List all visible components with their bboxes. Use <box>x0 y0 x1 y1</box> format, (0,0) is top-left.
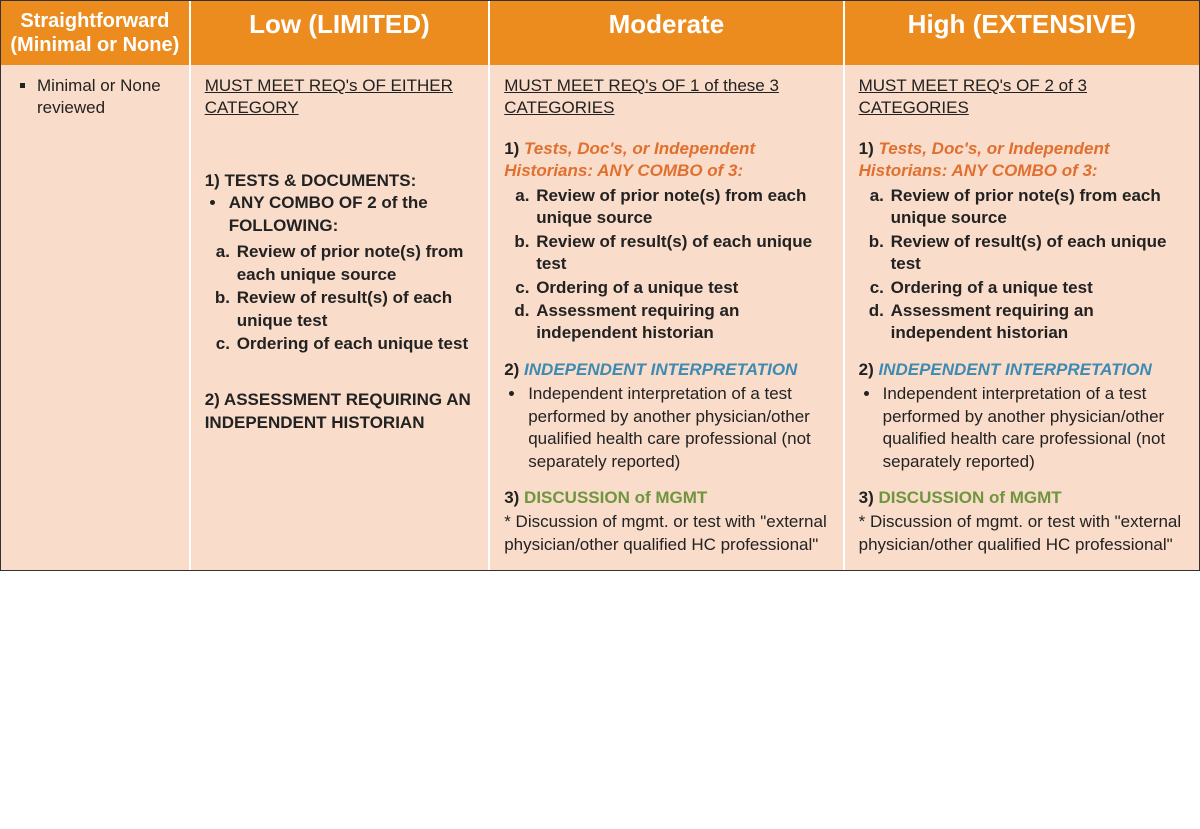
sec-number: 3) <box>504 488 524 507</box>
table-body-row: Minimal or None reviewed MUST MEET REQ's… <box>1 65 1199 570</box>
sec-number: 1) <box>859 139 879 158</box>
sec-number: 1) <box>504 139 524 158</box>
cell-low: MUST MEET REQ's OF EITHER CATEGORY 1) TE… <box>191 65 491 570</box>
list-item: Review of prior note(s) from each unique… <box>235 241 475 286</box>
high-sec3-text: * Discussion of mgmt. or test with "exte… <box>859 511 1185 556</box>
list-item: Assessment requiring an independent hist… <box>889 300 1185 345</box>
cell-straightforward: Minimal or None reviewed <box>1 65 191 570</box>
sec-number: 2) <box>504 360 524 379</box>
moderate-req-heading: MUST MEET REQ's OF 1 of these 3 CATEGORI… <box>504 75 828 120</box>
low-sec2-title: 2) ASSESSMENT REQUIRING AN INDEPENDENT H… <box>205 389 475 434</box>
comparison-table: Straightforward (Minimal or None) Low (L… <box>0 0 1200 571</box>
list-item: Review of prior note(s) from each unique… <box>534 185 828 230</box>
straightforward-bullet: Minimal or None reviewed <box>37 75 175 120</box>
high-sec1-items: Review of prior note(s) from each unique… <box>859 185 1185 345</box>
sec-number: 3) <box>859 488 879 507</box>
high-sec1-heading: 1) Tests, Doc's, or Independent Historia… <box>859 138 1185 183</box>
straightforward-list: Minimal or None reviewed <box>15 75 175 120</box>
list-item: Review of result(s) of each unique test <box>534 231 828 276</box>
sec-title: Tests, Doc's, or Independent Historians:… <box>504 139 755 180</box>
list-item: Ordering of each unique test <box>235 333 475 355</box>
cell-moderate: MUST MEET REQ's OF 1 of these 3 CATEGORI… <box>490 65 844 570</box>
low-sec1-sub: ANY COMBO OF 2 of the FOLLOWING: <box>227 192 475 237</box>
list-item: Independent interpretation of a test per… <box>881 383 1185 473</box>
list-item: Independent interpretation of a test per… <box>526 383 828 473</box>
moderate-sec1-heading: 1) Tests, Doc's, or Independent Historia… <box>504 138 828 183</box>
list-item: Ordering of a unique test <box>889 277 1185 299</box>
sec-title: DISCUSSION of MGMT <box>524 488 707 507</box>
sec-title: INDEPENDENT INTERPRETATION <box>524 360 797 379</box>
high-req-heading: MUST MEET REQ's OF 2 of 3 CATEGORIES <box>859 75 1185 120</box>
list-item: Review of prior note(s) from each unique… <box>889 185 1185 230</box>
high-sec3-heading: 3) DISCUSSION of MGMT <box>859 487 1185 509</box>
list-item: Ordering of a unique test <box>534 277 828 299</box>
low-sec1-items: Review of prior note(s) from each unique… <box>205 241 475 355</box>
cell-high: MUST MEET REQ's OF 2 of 3 CATEGORIES 1) … <box>845 65 1199 570</box>
sec-title: DISCUSSION of MGMT <box>878 488 1061 507</box>
high-sec2-list: Independent interpretation of a test per… <box>859 383 1185 473</box>
header-moderate: Moderate <box>490 1 844 65</box>
low-sec1-sub-list: ANY COMBO OF 2 of the FOLLOWING: <box>205 192 475 237</box>
moderate-sec1-items: Review of prior note(s) from each unique… <box>504 185 828 345</box>
sec-title: INDEPENDENT INTERPRETATION <box>878 360 1151 379</box>
high-sec2-heading: 2) INDEPENDENT INTERPRETATION <box>859 359 1185 381</box>
header-high: High (EXTENSIVE) <box>845 1 1199 65</box>
sec-title: Tests, Doc's, or Independent Historians:… <box>859 139 1110 180</box>
list-item: Assessment requiring an independent hist… <box>534 300 828 345</box>
sec-number: 2) <box>859 360 879 379</box>
moderate-sec3-text: * Discussion of mgmt. or test with "exte… <box>504 511 828 556</box>
low-req-heading: MUST MEET REQ's OF EITHER CATEGORY <box>205 75 475 120</box>
list-item: Review of result(s) of each unique test <box>235 287 475 332</box>
moderate-sec3-heading: 3) DISCUSSION of MGMT <box>504 487 828 509</box>
table-header-row: Straightforward (Minimal or None) Low (L… <box>1 1 1199 65</box>
list-item: Review of result(s) of each unique test <box>889 231 1185 276</box>
header-low: Low (LIMITED) <box>191 1 491 65</box>
low-sec1-title: 1) TESTS & DOCUMENTS: <box>205 170 475 192</box>
header-straightforward: Straightforward (Minimal or None) <box>1 1 191 65</box>
moderate-sec2-list: Independent interpretation of a test per… <box>504 383 828 473</box>
moderate-sec2-heading: 2) INDEPENDENT INTERPRETATION <box>504 359 828 381</box>
